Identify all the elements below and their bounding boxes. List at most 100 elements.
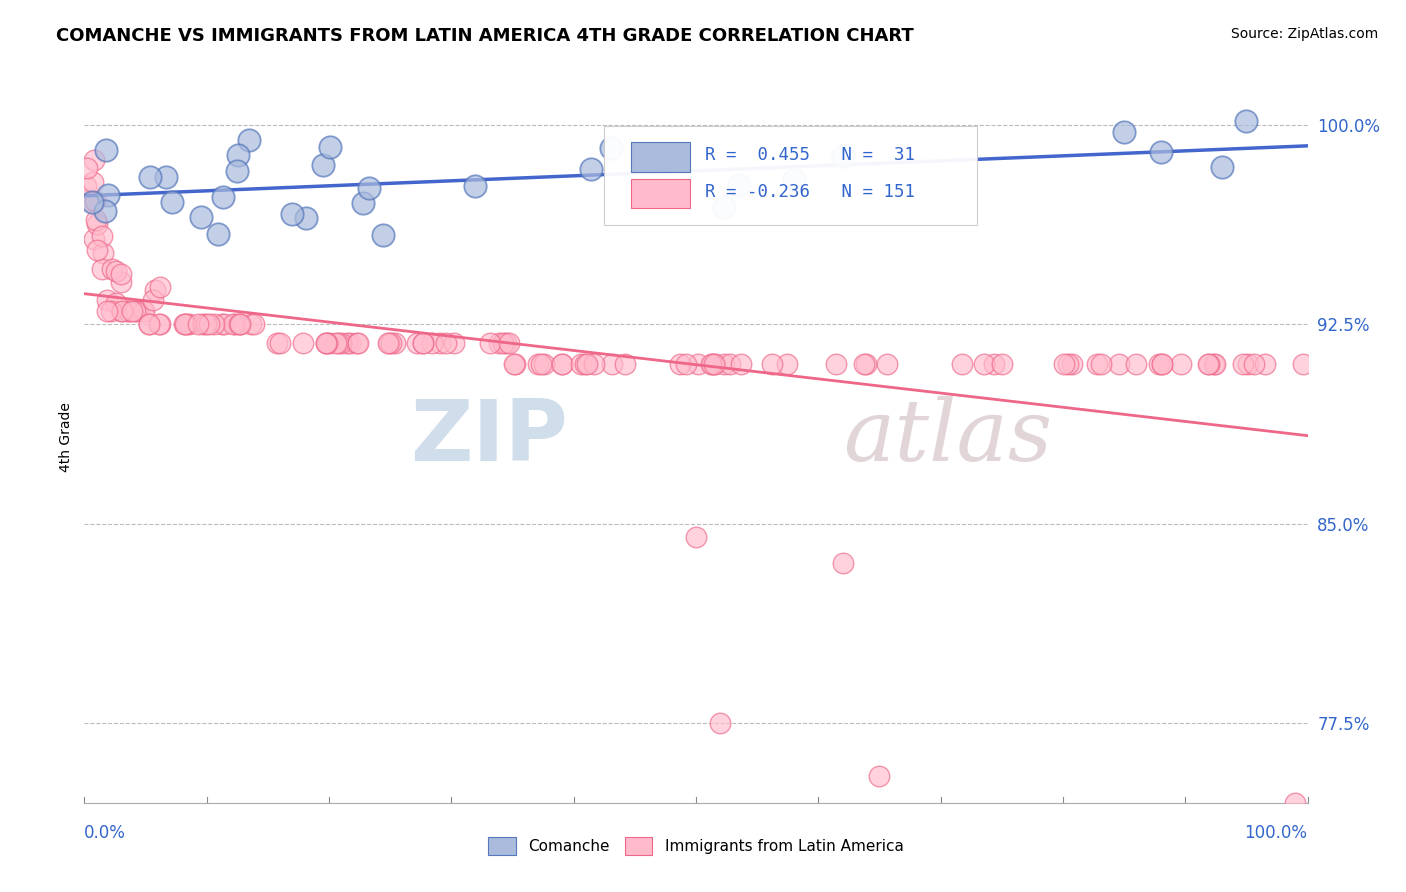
Point bbox=[226, 147, 249, 161]
Point bbox=[983, 357, 1005, 371]
Text: ZIP: ZIP bbox=[409, 395, 568, 479]
Point bbox=[495, 335, 517, 350]
Point bbox=[110, 275, 132, 289]
Point bbox=[1236, 357, 1258, 371]
Point bbox=[76, 161, 98, 175]
Point bbox=[211, 190, 233, 204]
Point bbox=[380, 335, 402, 350]
Point bbox=[709, 716, 731, 731]
Point bbox=[505, 357, 527, 371]
Point bbox=[318, 335, 340, 350]
Point bbox=[91, 245, 114, 260]
Point bbox=[950, 357, 973, 371]
Point bbox=[325, 335, 347, 350]
Point bbox=[330, 335, 353, 350]
Point bbox=[700, 357, 723, 371]
Point bbox=[1204, 357, 1226, 371]
Point bbox=[1232, 357, 1254, 371]
Point bbox=[179, 317, 201, 331]
Point bbox=[224, 317, 246, 331]
Point bbox=[110, 267, 132, 281]
Point bbox=[783, 173, 806, 187]
Point bbox=[148, 317, 170, 331]
Point bbox=[93, 203, 115, 218]
Point bbox=[831, 149, 853, 163]
Point bbox=[83, 153, 105, 168]
Point bbox=[377, 335, 399, 350]
Point bbox=[82, 176, 104, 190]
Point bbox=[675, 357, 697, 371]
Point bbox=[582, 357, 605, 371]
Point bbox=[412, 335, 434, 350]
Point bbox=[384, 335, 406, 350]
Text: 0.0%: 0.0% bbox=[84, 824, 127, 842]
FancyBboxPatch shape bbox=[605, 126, 977, 225]
Point bbox=[378, 335, 401, 350]
Point bbox=[686, 357, 709, 371]
Point bbox=[825, 357, 848, 371]
Point bbox=[222, 317, 245, 331]
Point bbox=[713, 357, 735, 371]
Point bbox=[1057, 357, 1080, 371]
Point bbox=[143, 283, 166, 297]
Point bbox=[193, 317, 215, 331]
Point bbox=[599, 141, 621, 155]
Text: 100.0%: 100.0% bbox=[1244, 824, 1308, 842]
Point bbox=[669, 357, 692, 371]
Point bbox=[700, 357, 723, 371]
Point bbox=[96, 143, 118, 157]
Point bbox=[600, 357, 623, 371]
Point bbox=[352, 196, 374, 211]
Point bbox=[131, 303, 153, 318]
Point bbox=[187, 317, 209, 331]
Point bbox=[1053, 357, 1076, 371]
Point bbox=[198, 317, 221, 331]
Point bbox=[1236, 114, 1258, 128]
Point bbox=[973, 357, 995, 371]
Point bbox=[100, 303, 122, 318]
Point bbox=[527, 357, 550, 371]
Point bbox=[1284, 796, 1306, 810]
Point bbox=[550, 357, 572, 371]
FancyBboxPatch shape bbox=[631, 179, 690, 208]
Point bbox=[1060, 357, 1083, 371]
Point bbox=[269, 335, 291, 350]
Point bbox=[105, 295, 128, 310]
Point bbox=[488, 335, 510, 350]
Point bbox=[373, 227, 395, 242]
Point bbox=[685, 530, 707, 544]
Point bbox=[713, 201, 735, 215]
Point bbox=[492, 335, 515, 350]
Text: R =  0.455   N =  31: R = 0.455 N = 31 bbox=[704, 146, 914, 164]
Y-axis label: 4th Grade: 4th Grade bbox=[59, 402, 73, 472]
Point bbox=[730, 357, 752, 371]
Legend: Comanche, Immigrants from Latin America: Comanche, Immigrants from Latin America bbox=[482, 831, 910, 861]
Point bbox=[292, 335, 315, 350]
Point bbox=[569, 357, 592, 371]
Point bbox=[80, 194, 103, 209]
Point bbox=[855, 357, 877, 371]
Point bbox=[406, 335, 429, 350]
Point bbox=[727, 178, 749, 192]
Point bbox=[991, 357, 1014, 371]
Point bbox=[117, 303, 139, 318]
Point bbox=[84, 212, 107, 227]
Point bbox=[240, 317, 263, 331]
Point bbox=[91, 228, 114, 243]
Point bbox=[127, 303, 149, 318]
Point bbox=[1125, 357, 1147, 371]
Text: Source: ZipAtlas.com: Source: ZipAtlas.com bbox=[1230, 27, 1378, 41]
Point bbox=[86, 243, 108, 257]
Point bbox=[551, 357, 574, 371]
Text: COMANCHE VS IMMIGRANTS FROM LATIN AMERICA 4TH GRADE CORRELATION CHART: COMANCHE VS IMMIGRANTS FROM LATIN AMERIC… bbox=[56, 27, 914, 45]
Point bbox=[149, 317, 172, 331]
Point bbox=[869, 769, 891, 783]
Point bbox=[503, 357, 526, 371]
Point bbox=[211, 317, 233, 331]
Point bbox=[228, 317, 250, 331]
Point bbox=[1149, 357, 1171, 371]
Point bbox=[1197, 357, 1219, 371]
Text: atlas: atlas bbox=[842, 396, 1052, 478]
Point bbox=[121, 303, 143, 318]
Point bbox=[704, 357, 727, 371]
